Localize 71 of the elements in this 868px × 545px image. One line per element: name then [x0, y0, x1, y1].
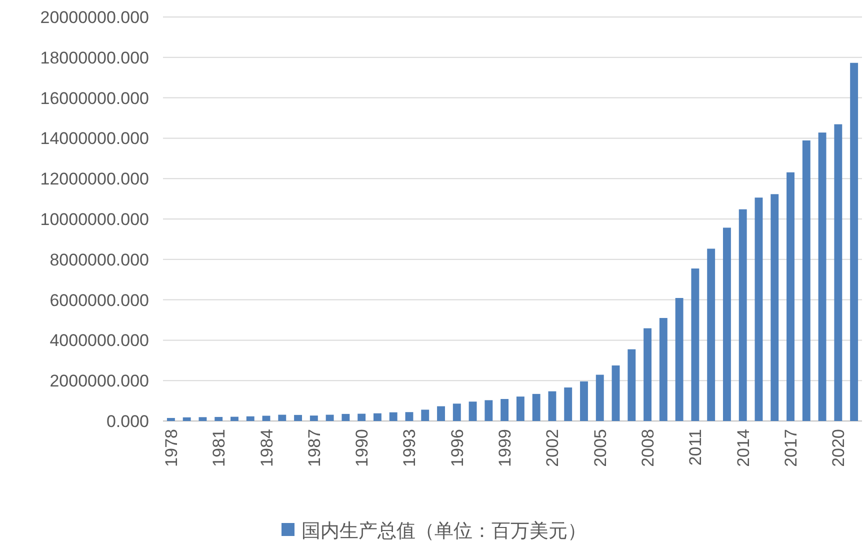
- x-tick-label: 2002: [543, 429, 562, 467]
- bar: [294, 414, 302, 421]
- bar: [516, 396, 524, 421]
- y-tick-label: 16000000.000: [40, 88, 149, 108]
- x-tick-label: 1987: [304, 429, 324, 467]
- legend-label: 国内生产总值（单位：百万美元）: [302, 520, 586, 542]
- x-tick-label: 2011: [686, 429, 706, 466]
- bar: [612, 365, 620, 421]
- bar: [500, 398, 509, 421]
- bar: [182, 417, 191, 421]
- y-tick-label: 2000000.000: [50, 372, 149, 391]
- bar: [770, 194, 779, 421]
- bar: [834, 124, 842, 421]
- y-tick-label: 12000000.000: [40, 170, 149, 189]
- bar: [405, 412, 414, 421]
- bar: [802, 140, 810, 421]
- bar: [707, 248, 716, 421]
- bar: [722, 228, 731, 421]
- x-tick-label: 1990: [352, 429, 372, 467]
- x-tick-label: 1984: [257, 429, 276, 467]
- x-tick-label: 2005: [590, 429, 610, 467]
- y-tick-label: 10000000.000: [40, 210, 149, 229]
- bar: [484, 400, 493, 421]
- bar: [452, 404, 461, 421]
- y-tick-label: 4000000.000: [50, 331, 149, 350]
- bar: [786, 172, 794, 421]
- bar: [818, 132, 826, 421]
- bar: [278, 414, 286, 421]
- bar: [166, 418, 175, 421]
- bar: [262, 416, 270, 421]
- y-tick-label: 8000000.000: [50, 250, 149, 270]
- bar: [580, 381, 588, 421]
- x-tick-label: 1999: [496, 429, 515, 467]
- bar: [754, 198, 763, 421]
- bar: [675, 298, 684, 421]
- bar: [342, 414, 350, 421]
- x-tick-label: 1993: [400, 429, 420, 467]
- bar: [468, 402, 477, 421]
- bar: [214, 416, 223, 421]
- x-tick-label: 2008: [638, 429, 658, 467]
- bar: [198, 417, 207, 421]
- bar: [532, 394, 540, 421]
- x-tick-label: 2020: [829, 429, 848, 467]
- x-tick-label: 1981: [210, 429, 229, 467]
- bar: [437, 406, 445, 421]
- bar: [389, 412, 398, 421]
- bar: [738, 209, 747, 421]
- y-tick-label: 6000000.000: [50, 290, 149, 310]
- y-tick-label: 20000000.000: [40, 8, 149, 27]
- y-tick-label: 14000000.000: [40, 129, 149, 148]
- bar: [326, 414, 334, 421]
- bar: [850, 62, 858, 421]
- bar: [421, 410, 430, 421]
- y-tick-label: 18000000.000: [40, 48, 149, 68]
- bar: [564, 387, 572, 421]
- bar: [310, 416, 318, 421]
- x-tick-label: 1978: [162, 429, 181, 467]
- bar: [548, 391, 556, 421]
- bar: [691, 268, 700, 421]
- bar: [358, 414, 366, 421]
- bar: [246, 416, 254, 421]
- x-tick-label: 1996: [448, 429, 467, 467]
- x-tick-label: 2017: [782, 429, 801, 467]
- bar: [373, 413, 382, 421]
- bar: [628, 349, 636, 421]
- y-tick-label: 0.000: [106, 412, 149, 431]
- bar: [644, 328, 652, 421]
- bar: [659, 318, 668, 421]
- x-tick-label: 2014: [734, 429, 753, 467]
- bar: [230, 416, 238, 421]
- bar: [596, 374, 604, 421]
